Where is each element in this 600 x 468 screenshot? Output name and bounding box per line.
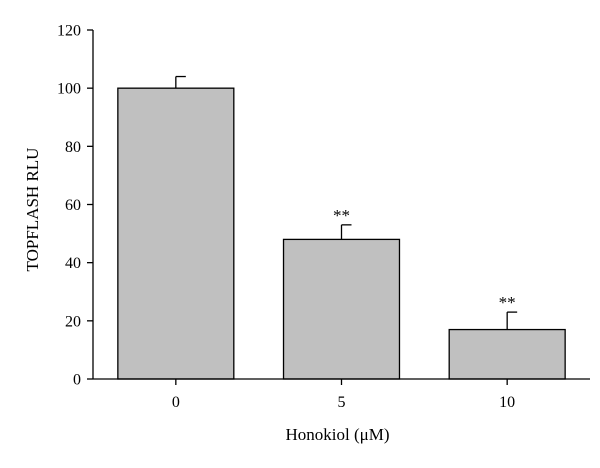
bars-layer: ** **	[117, 75, 566, 380]
x-ticks: 0 5 10	[172, 379, 515, 411]
y-tick-label: 120	[57, 23, 81, 40]
y-axis-title: TOPFLASH RLU	[23, 148, 42, 272]
x-tick-label: 5	[338, 394, 346, 411]
y-tick-label: 100	[57, 81, 81, 98]
bar	[117, 87, 235, 380]
bar	[282, 238, 401, 380]
x-tick-label: 10	[499, 394, 515, 411]
significance-marker: **	[499, 293, 516, 312]
significance-marker: **	[333, 206, 350, 225]
y-tick-label: 40	[65, 255, 81, 272]
x-axis-title: Honokiol (μM)	[285, 425, 389, 444]
y-ticks: 0 20 40 60 80 100 120	[57, 23, 93, 389]
x-tick-label: 0	[172, 394, 180, 411]
y-tick-label: 80	[65, 139, 81, 156]
bar	[448, 328, 566, 380]
y-tick-label: 20	[65, 313, 81, 330]
y-tick-label: 60	[65, 197, 81, 214]
y-tick-label: 0	[73, 372, 81, 389]
